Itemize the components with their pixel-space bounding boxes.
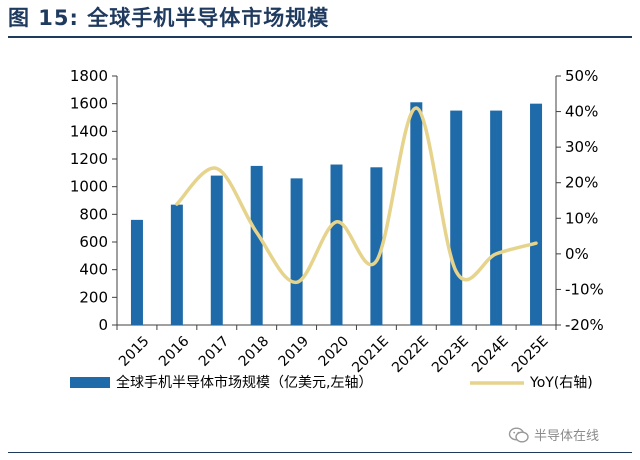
x-tick-label: 2023E — [429, 333, 472, 376]
right-tick-label: 40% — [565, 103, 598, 121]
left-tick-label: 600 — [79, 233, 108, 251]
x-tick-label: 2025E — [509, 333, 552, 376]
left-tick-label: 1200 — [70, 150, 108, 168]
figure-title: 图 15: 全球手机半导体市场规模 — [8, 6, 330, 30]
left-tick-label: 1600 — [70, 95, 108, 113]
x-tick-label: 2021E — [349, 333, 392, 376]
bar — [530, 103, 543, 325]
bottom-divider — [8, 452, 632, 453]
wechat-icon — [508, 426, 529, 443]
yoy-line — [175, 106, 538, 285]
bar — [490, 110, 503, 325]
yoy-point — [494, 252, 498, 256]
right-tick-label: 0% — [565, 245, 589, 263]
yoy-point — [415, 106, 418, 110]
right-tick-label: -10% — [565, 280, 604, 298]
bar — [410, 102, 423, 326]
x-tick-label: 2020 — [316, 333, 353, 370]
bar — [450, 110, 463, 325]
left-tick-label: 1400 — [70, 122, 108, 140]
title-divider — [8, 36, 632, 38]
yoy-point — [375, 259, 378, 263]
yoy-point — [534, 241, 538, 245]
watermark-text: 半导体在线 — [534, 429, 600, 444]
yoy-point — [335, 220, 338, 224]
right-tick-label: 50% — [565, 67, 598, 85]
left-tick-label: 400 — [79, 261, 108, 279]
left-tick-label: 1000 — [70, 178, 108, 196]
legend-bar-label: 全球手机半导体市场规模（亿美元,左轴） — [116, 374, 372, 391]
bar — [130, 219, 143, 325]
bar — [290, 178, 303, 325]
bar — [250, 165, 263, 325]
legend-line-label: YoY(右轴) — [529, 375, 593, 391]
right-tick-label: 10% — [565, 209, 598, 227]
bar — [370, 167, 383, 325]
yoy-point — [295, 281, 298, 284]
x-tick-label: 2018 — [236, 333, 273, 370]
x-tick-label: 2019 — [276, 333, 313, 370]
x-tick-label: 2017 — [196, 333, 233, 370]
bar — [170, 204, 183, 325]
bar — [210, 175, 223, 325]
x-tick-label: 2024E — [469, 333, 512, 376]
right-tick-label: 30% — [565, 138, 598, 156]
bar — [330, 164, 343, 325]
x-tick-label: 2022E — [389, 333, 432, 376]
right-tick-label: -20% — [565, 316, 604, 334]
chart: 0 200 400 600 800 1000 1200 1400 1600 1800 -20% -10… — [70, 67, 604, 391]
yoy-point — [215, 167, 218, 170]
right-tick-label: 20% — [565, 174, 598, 192]
yoy-point — [255, 231, 258, 234]
yoy-point — [175, 202, 179, 206]
legend-bar-swatch — [70, 377, 110, 388]
left-tick-label: 200 — [79, 288, 108, 306]
watermark: 半导体在线 — [508, 425, 599, 444]
x-tick-label: 2015 — [116, 333, 153, 370]
x-tick-label: 2016 — [156, 333, 193, 370]
yoy-point — [455, 270, 458, 273]
left-tick-label: 800 — [79, 205, 108, 223]
left-tick-label: 1800 — [70, 67, 108, 85]
left-tick-label: 0 — [98, 316, 108, 334]
